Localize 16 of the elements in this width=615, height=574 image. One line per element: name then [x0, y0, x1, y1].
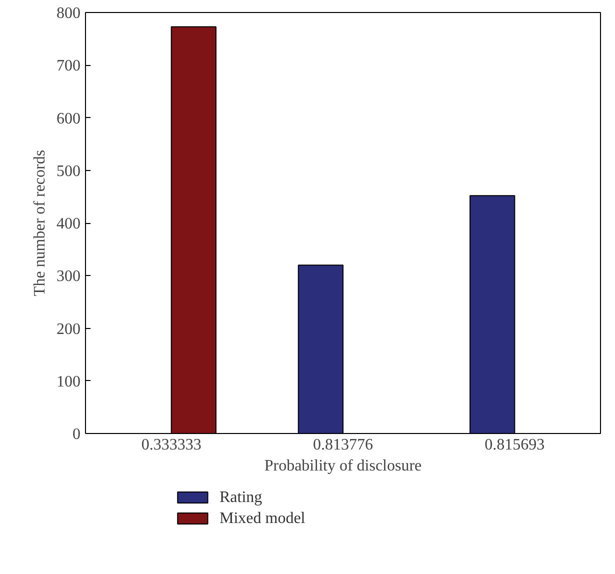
y-axis-title: The number of records [32, 150, 48, 296]
x-tick-label: 0.813776 [313, 436, 373, 454]
y-tick-label: 500 [56, 162, 80, 180]
y-tick-label: 300 [56, 268, 80, 286]
legend-label: Mixed model [219, 510, 306, 527]
legend-label: Rating [219, 489, 262, 506]
y-tick-label: 700 [56, 58, 80, 75]
x-axis-title: Probability of disclosure [264, 458, 422, 474]
y-tick-label: 400 [56, 216, 80, 232]
y-tick-label: 0 [72, 426, 80, 443]
y-tick-label: 100 [56, 373, 80, 390]
y-tick-label: 200 [56, 320, 80, 338]
x-tick-label: 0.815693 [484, 436, 545, 454]
y-tick-label: 800 [56, 5, 80, 22]
x-tick-label: 0.333333 [141, 436, 202, 454]
y-tick-label: 600 [56, 110, 80, 128]
